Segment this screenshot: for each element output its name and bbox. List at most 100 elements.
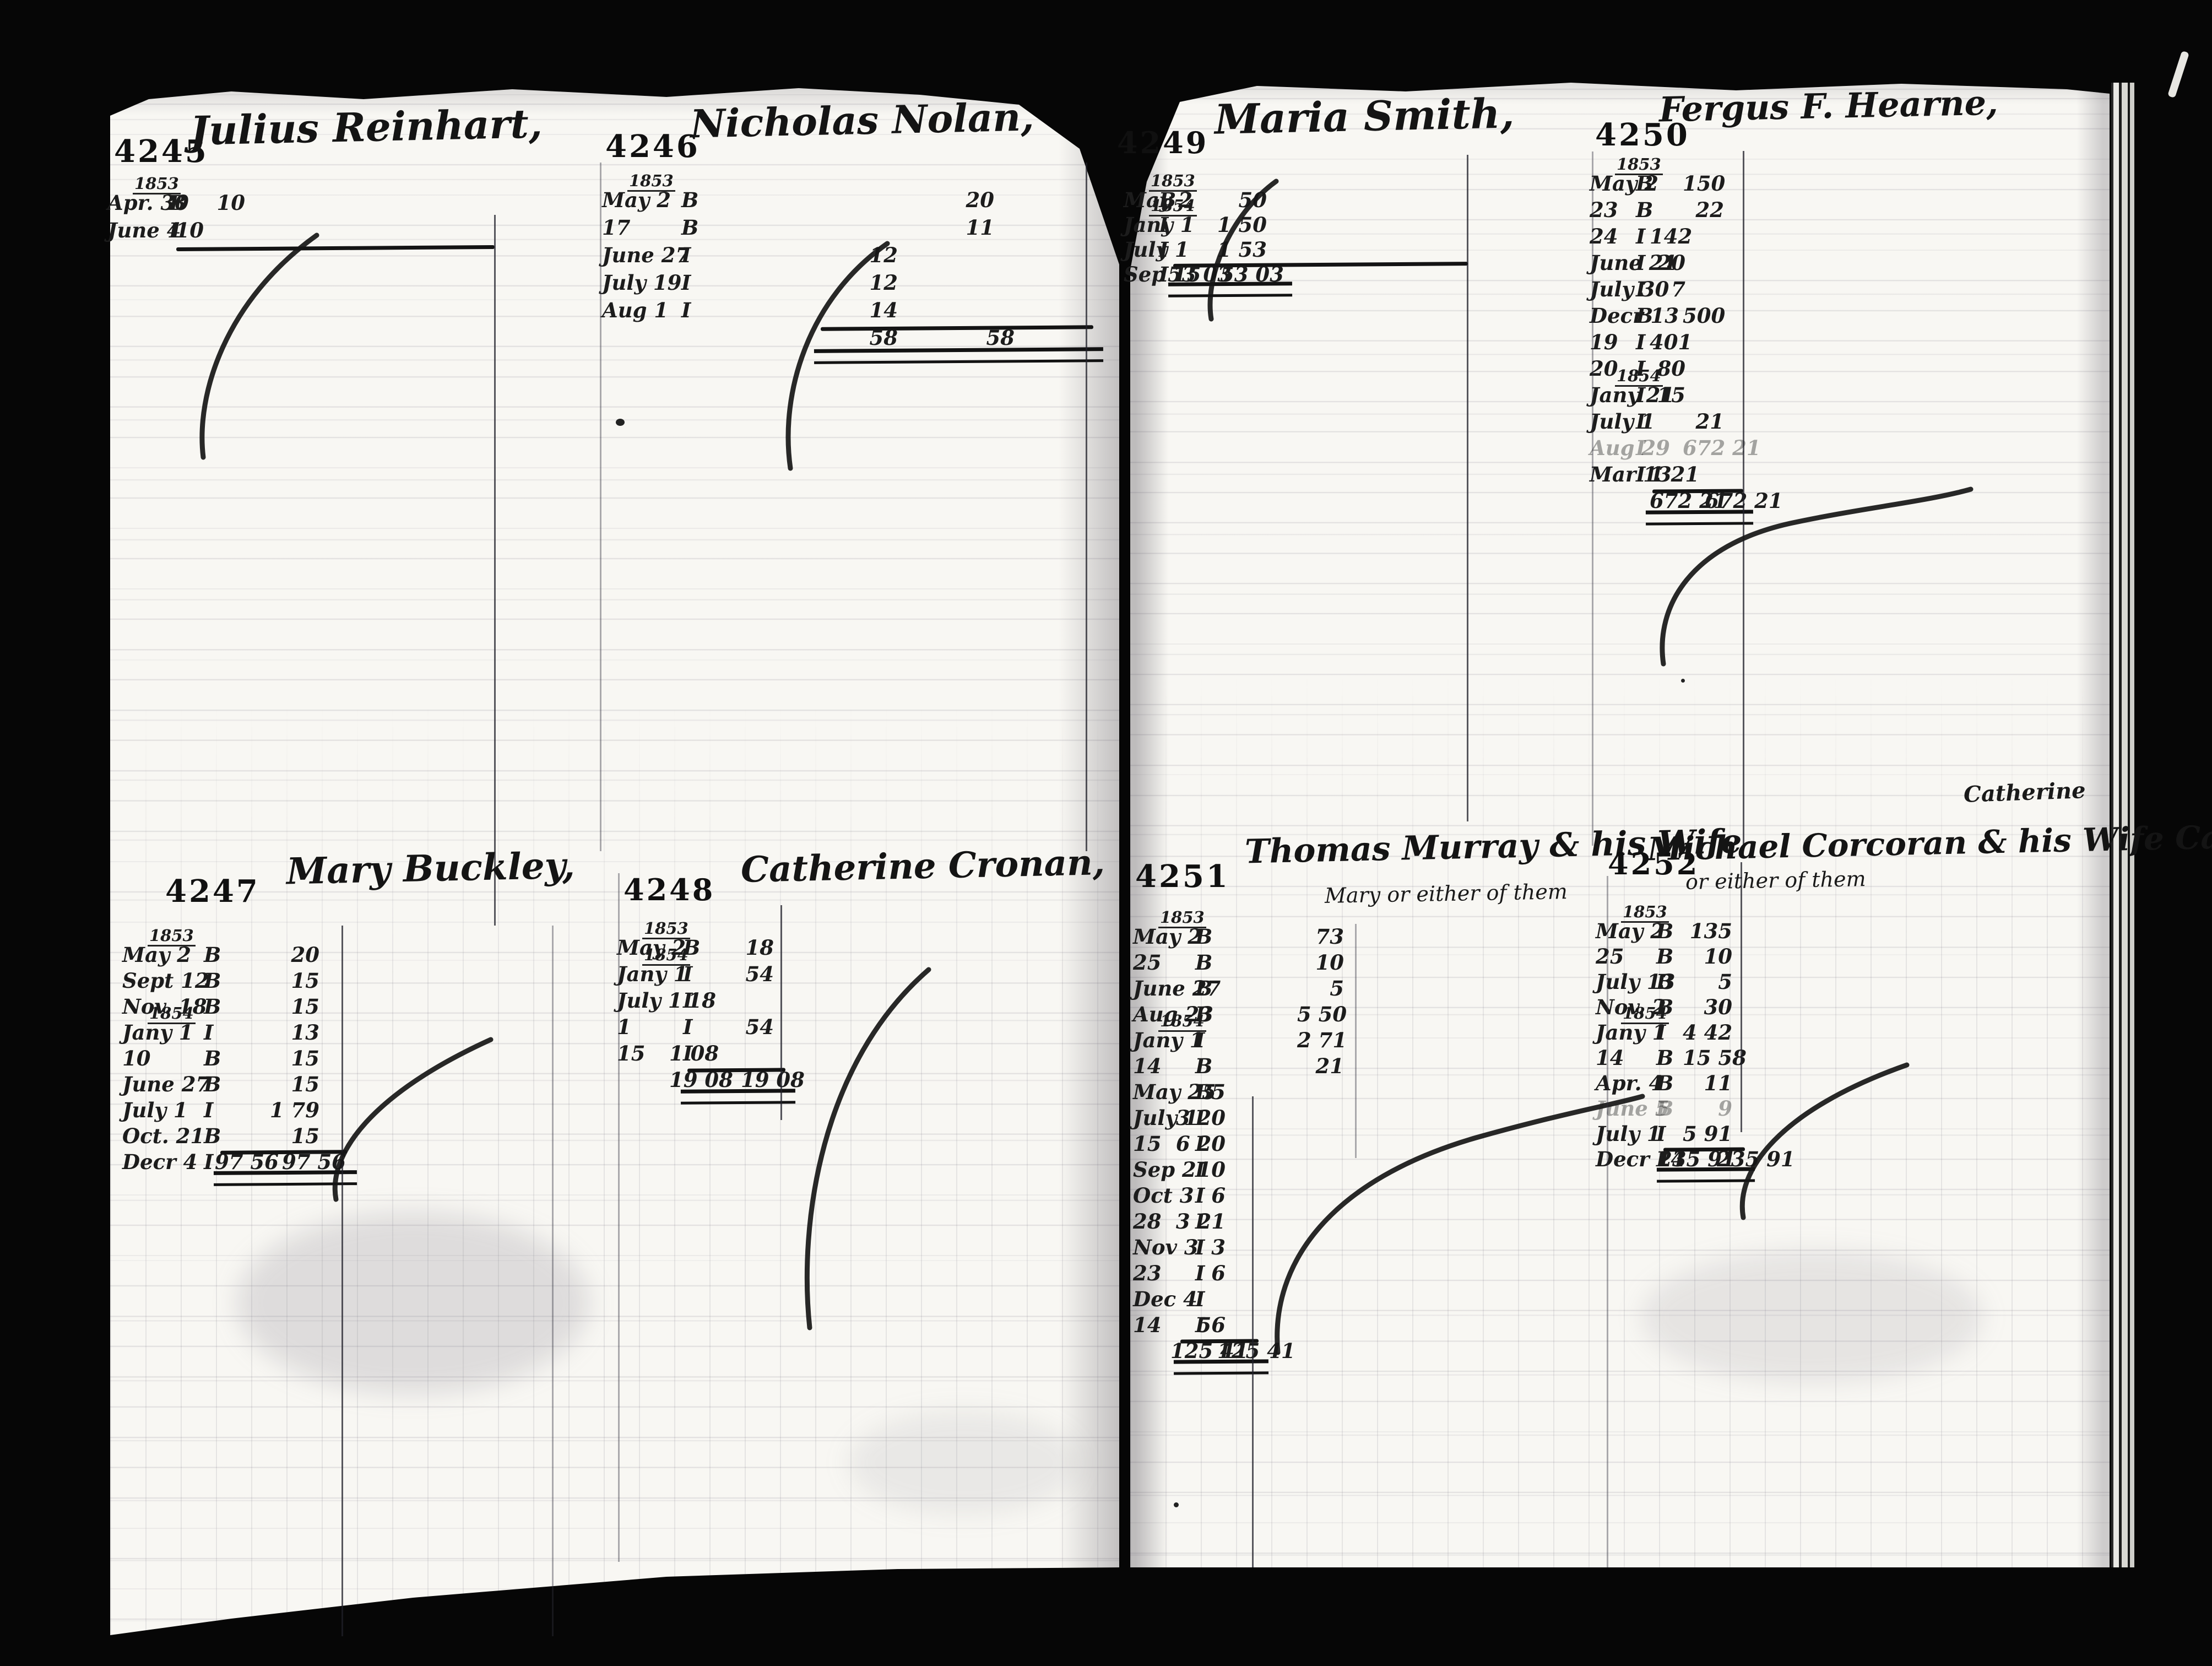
ledger-entry-row: 24 I 142 (1586, 225, 2082, 252)
ledger-entry-row: Aug 29 I 672 21 (1586, 437, 2082, 463)
entry-amount: 20 (966, 188, 995, 212)
entry-amount: 50 (1238, 188, 1267, 212)
entry-amount: 10 (1197, 1157, 1226, 1182)
column-border (618, 873, 620, 1562)
entry-code: B (1656, 944, 1674, 969)
entry-code: B (204, 1046, 221, 1070)
entry-date: Sept 12 (122, 969, 209, 993)
double-total-rule (814, 347, 1104, 364)
entry-code: I (1159, 237, 1169, 262)
account-subtitle: or either of them (1685, 867, 1866, 894)
ledger-entry-row: 25 B 10 (1132, 951, 1628, 977)
entry-date: 14 (1133, 1054, 1162, 1078)
ledger-entry-row: 17 B 11 (598, 217, 1104, 244)
entry-date: 28 (1133, 1209, 1162, 1234)
ledger-entry-row: 25 B 10 (1595, 945, 2123, 971)
ledger-entry-row: 10 B 15 (121, 1047, 562, 1073)
entry-amount: 1 21 (1650, 462, 1700, 486)
ledger-entry-row: July 1 I 1 79 (121, 1099, 562, 1125)
column-rule (1467, 155, 1468, 821)
entry-year: 1853 (627, 172, 675, 192)
entry-amount: 5 (1330, 976, 1344, 1000)
ink-speck (1681, 679, 1685, 683)
entry-code: I (1636, 356, 1646, 381)
entry-amount: 13 (291, 1020, 320, 1045)
entry-amount: 14 (869, 298, 898, 322)
entry-code: B (204, 1072, 221, 1096)
entry-date: Sep 15 (1124, 262, 1201, 286)
entry-rows: 1853 May 2 B 135 25 B 10 July 13 B 5 Nov. 2 B 30 1854… (1595, 903, 2123, 1183)
page-edge-sliver (2111, 83, 2134, 1567)
column-rule-upper (1355, 924, 1357, 1158)
entry-amount: 15 (291, 994, 320, 1019)
entry-date: July 1 (122, 1098, 188, 1122)
entry-code: I (683, 988, 693, 1013)
entry-rows: 1853 Apr. 30 B 10 June 4 I 10 (107, 175, 614, 252)
column-border (552, 926, 554, 1636)
entry-code: I (1656, 1122, 1666, 1146)
entry-code: I (1195, 1287, 1205, 1311)
entry-amount: 5 91 (1683, 1122, 1733, 1146)
entry-date: May 2 (602, 188, 671, 212)
entry-code: B (204, 969, 221, 993)
double-total-rule (1168, 282, 1293, 298)
entry-amount: 15 58 (1683, 1046, 1747, 1070)
entry-date: Jany 1 (1133, 1028, 1204, 1052)
entry-code: B (1636, 198, 1653, 222)
entry-year: 1853 (1149, 172, 1197, 192)
entry-date: Decr 14 (1596, 1147, 1685, 1171)
entry-code: I (681, 271, 691, 295)
entry-rows: 1853 May 2 B 150 23 B 22 24 I 142 June 21 I 20 July 3… (1586, 155, 2082, 526)
entry-code: I (1656, 1020, 1666, 1045)
ledger-entry-row: June 27 I 12 (598, 244, 1104, 272)
entry-code: I (1636, 224, 1646, 248)
entry-amount: 6 (1211, 1261, 1226, 1285)
entry-code: I (1195, 1313, 1205, 1337)
entry-code: I (1159, 262, 1169, 286)
account-number: 4249 (1117, 125, 1209, 160)
entry-amount: 11 (1704, 1071, 1733, 1095)
entry-date: Jany 21 (1590, 383, 1675, 407)
entry-total: 19 08 (741, 1068, 805, 1092)
entry-date: July 1 (1124, 237, 1189, 262)
entry-date: July 1 (1596, 1122, 1661, 1146)
entry-date: 25 (1596, 944, 1624, 969)
double-total-rule (1645, 510, 1754, 526)
ledger-entry-row: 23 I 6 (1132, 1262, 1628, 1288)
entry-code: I (1195, 1235, 1205, 1259)
entry-amount: 6 20 (1175, 1132, 1226, 1156)
entry-date: 1 (617, 1015, 631, 1039)
entry-amount: 15 (291, 1124, 320, 1148)
entry-code: I (1159, 213, 1169, 237)
entry-date: July 1 (1133, 1106, 1199, 1130)
entry-code: I (1195, 1028, 1205, 1052)
account-number: 4247 (165, 873, 260, 910)
entry-year: 1854 (1149, 197, 1197, 217)
entry-amount: 18 (687, 988, 717, 1013)
entry-amount: 56 (1197, 1313, 1226, 1337)
ledger-entry-row: 14 B 21 (1132, 1055, 1628, 1081)
entry-code: I (1195, 1106, 1205, 1130)
entry-year: 1854 (148, 1004, 196, 1024)
column-rule (1743, 151, 1744, 845)
entry-year: 1854 (642, 946, 690, 966)
entry-date: June 4 (107, 218, 181, 242)
entry-code: B (1195, 1054, 1213, 1078)
entry-amount: 54 (745, 962, 774, 986)
entry-total: 58 (986, 326, 1015, 350)
entry-date: 23 (1590, 198, 1618, 222)
entry-date: May 25 (1133, 1080, 1216, 1104)
entry-code: B (681, 188, 699, 212)
ledger-entry-row: Decr 14 I 235 91 235 91 (1595, 1147, 2123, 1183)
entry-code: I (1636, 436, 1646, 460)
ledger-entry-row: 1 I 54 (617, 1016, 1035, 1042)
entry-amount: 3 (1211, 1235, 1226, 1259)
ledger-entry-row: 1853 May 2 B 50 (1124, 172, 1641, 214)
entry-amount: 5 (1718, 970, 1732, 994)
entry-amount: 80 (1657, 356, 1686, 381)
